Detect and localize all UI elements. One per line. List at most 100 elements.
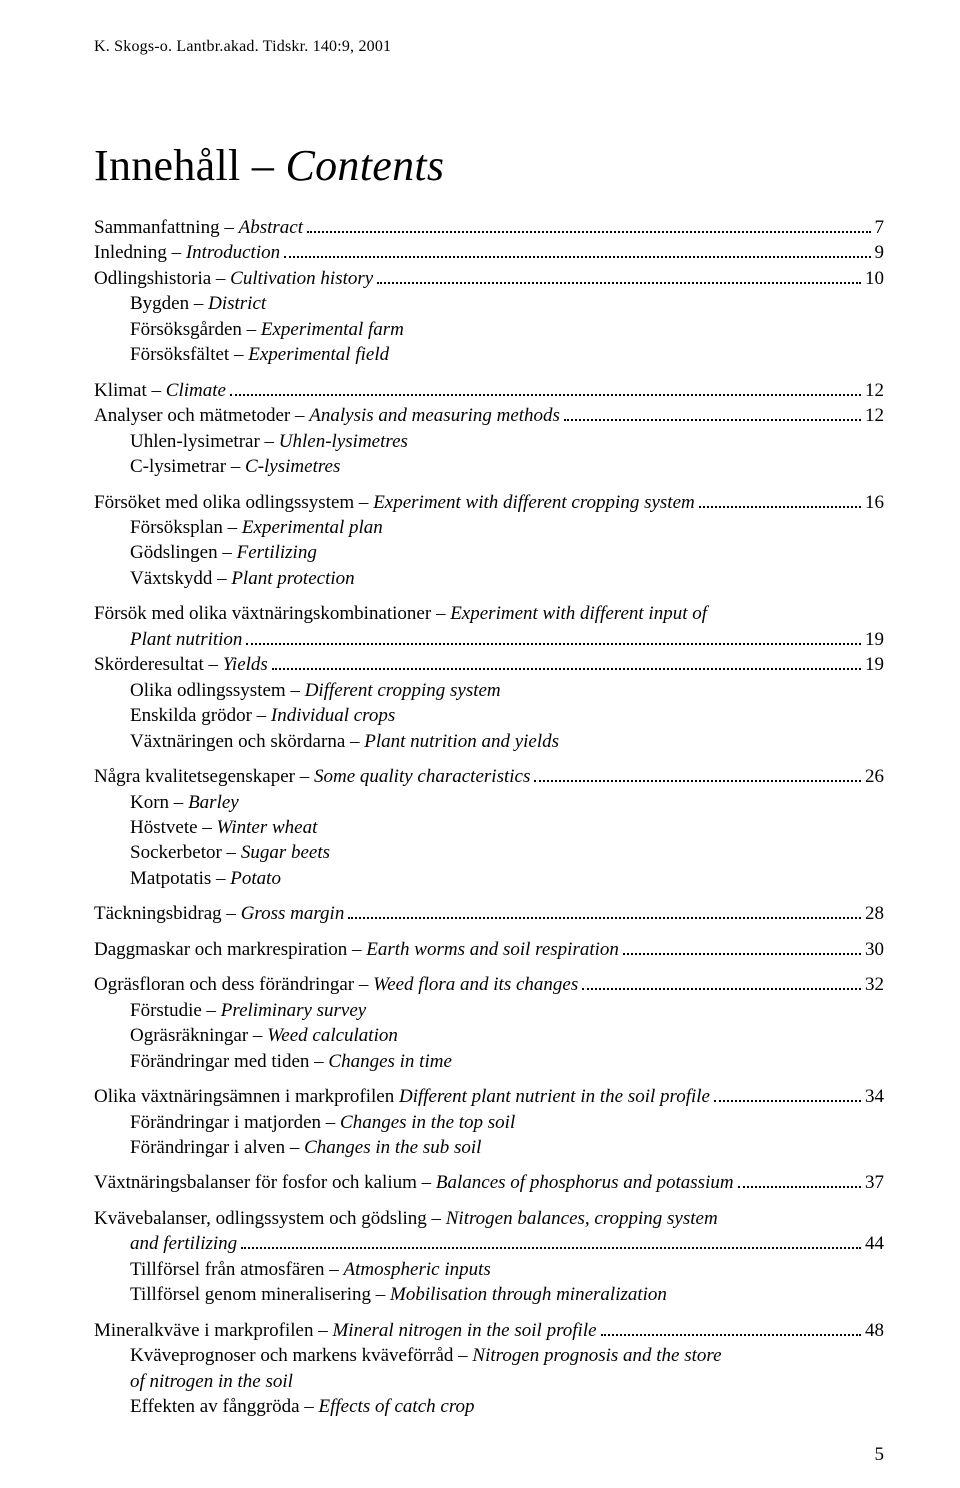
toc-en: Analysis and measuring methods [309, 405, 560, 426]
toc-subentry: Försöksfältet – Experimental field [94, 342, 884, 367]
toc-block: Daggmaskar och markrespiration – Earth w… [94, 937, 884, 962]
toc-sv: Försök med olika växtnäringskombinatione… [94, 603, 450, 624]
toc-sv: Tillförsel genom mineralisering – [130, 1284, 390, 1305]
toc-subentry: Förstudie – Preliminary survey [94, 998, 884, 1023]
toc-page: 28 [865, 901, 884, 926]
toc-sv: Täckningsbidrag – [94, 903, 241, 924]
toc-block: Några kvalitetsegenskaper – Some quality… [94, 764, 884, 891]
toc-sv: Odlingshistoria – [94, 268, 230, 289]
toc-sv: Försöksfältet – [130, 344, 248, 365]
toc-entry-text: Olika växtnäringsämnen i markprofilen Di… [94, 1084, 710, 1109]
toc-page: 12 [865, 378, 884, 403]
toc-entry: Några kvalitetsegenskaper – Some quality… [94, 764, 884, 789]
toc-entry: Täckningsbidrag – Gross margin 28 [94, 901, 884, 926]
table-of-contents: Sammanfattning – Abstract 7Inledning – I… [94, 215, 884, 1419]
toc-entry-text: Försök med olika växtnäringskombinatione… [94, 601, 707, 626]
toc-en: Mineral nitrogen in the soil profile [332, 1320, 596, 1341]
toc-block: Försök med olika växtnäringskombinatione… [94, 601, 884, 754]
toc-subentry: Förändringar i matjorden – Changes in th… [94, 1110, 884, 1135]
toc-en: Changes in the sub soil [304, 1137, 481, 1158]
toc-block: Olika växtnäringsämnen i markprofilen Di… [94, 1084, 884, 1160]
toc-leader-dots [738, 1172, 861, 1188]
toc-en: Gross margin [241, 903, 345, 924]
toc-en: Weed flora and its changes [373, 974, 578, 995]
toc-leader-dots [246, 629, 861, 645]
toc-sv: Växtnäringsbalanser för fosfor och kaliu… [94, 1172, 436, 1193]
toc-subentry: Matpotatis – Potato [94, 866, 884, 891]
toc-leader-dots [284, 242, 870, 258]
toc-sv: Effekten av fånggröda – [130, 1396, 319, 1417]
toc-sv: Förändringar i alven – [130, 1137, 304, 1158]
toc-sv: Förändringar i matjorden – [130, 1112, 340, 1133]
toc-entry-continuation: and fertilizing 44 [94, 1231, 884, 1256]
toc-sv: Tillförsel från atmosfären – [130, 1259, 344, 1280]
toc-subentry: Försöksplan – Experimental plan [94, 515, 884, 540]
toc-entry: Olika växtnäringsämnen i markprofilen Di… [94, 1084, 884, 1109]
toc-entry: Ogräsfloran och dess förändringar – Weed… [94, 972, 884, 997]
toc-sv: Kvävebalanser, odlingssystem och gödslin… [94, 1208, 446, 1229]
toc-subentry: Effekten av fånggröda – Effects of catch… [94, 1394, 884, 1419]
toc-en: Earth worms and soil respiration [366, 939, 619, 960]
toc-sv: Försöksplan – [130, 517, 242, 538]
toc-subentry: Bygden – District [94, 291, 884, 316]
toc-leader-dots [377, 268, 861, 284]
toc-sv: Korn – [130, 792, 188, 813]
toc-subentry: Ogräsräkningar – Weed calculation [94, 1023, 884, 1048]
toc-leader-dots [272, 654, 861, 670]
toc-en: District [208, 293, 266, 314]
toc-sv: Klimat – [94, 380, 166, 401]
toc-block: Sammanfattning – Abstract 7Inledning – I… [94, 215, 884, 368]
toc-entry: Inledning – Introduction 9 [94, 240, 884, 265]
toc-en: Experimental field [248, 344, 389, 365]
toc-sv: Höstvete – [130, 817, 217, 838]
toc-sv: Ogräsräkningar – [130, 1025, 267, 1046]
toc-leader-dots [307, 217, 871, 233]
toc-en: Sugar beets [241, 842, 330, 863]
toc-sv: Daggmaskar och markrespiration – [94, 939, 366, 960]
toc-subentry: Försöksgården – Experimental farm [94, 317, 884, 342]
title-sv: Innehåll – [94, 141, 285, 190]
toc-subentry: Korn – Barley [94, 790, 884, 815]
toc-entry-text: Odlingshistoria – Cultivation history [94, 266, 373, 291]
toc-block: Täckningsbidrag – Gross margin 28 [94, 901, 884, 926]
toc-leader-dots [714, 1086, 861, 1102]
toc-en: Experiment with different input of [450, 603, 707, 624]
toc-entry-text: Mineralkväve i markprofilen – Mineral ni… [94, 1318, 597, 1343]
toc-en: Experimental farm [261, 319, 404, 340]
toc-en: Atmospheric inputs [344, 1259, 491, 1280]
toc-page: 26 [865, 764, 884, 789]
toc-entry: Klimat – Climate 12 [94, 378, 884, 403]
toc-leader-dots [534, 766, 861, 782]
page-title: Innehåll – Contents [94, 140, 884, 191]
toc-sv: Växtnäringen och skördarna – [130, 731, 364, 752]
toc-en: Yields [223, 654, 268, 675]
toc-subentry: of nitrogen in the soil [94, 1369, 884, 1394]
toc-leader-dots [582, 974, 861, 990]
toc-sv: Förstudie – [130, 1000, 221, 1021]
toc-sv: Växtskydd – [130, 568, 231, 589]
toc-subentry: C-lysimetrar – C-lysimetres [94, 454, 884, 479]
toc-en: Some quality characteristics [314, 766, 530, 787]
toc-page: 16 [865, 490, 884, 515]
toc-entry-text: Skörderesultat – Yields [94, 652, 268, 677]
toc-subentry: Enskilda grödor – Individual crops [94, 703, 884, 728]
toc-entry: Växtnäringsbalanser för fosfor och kaliu… [94, 1170, 884, 1195]
toc-en: Weed calculation [267, 1025, 398, 1046]
toc-entry: Kvävebalanser, odlingssystem och gödslin… [94, 1206, 884, 1231]
toc-block: Kvävebalanser, odlingssystem och gödslin… [94, 1206, 884, 1308]
toc-sv: Bygden – [130, 293, 208, 314]
toc-sv: Inledning – [94, 242, 186, 263]
toc-subentry: Kväveprognoser och markens kväveförråd –… [94, 1343, 884, 1368]
toc-leader-dots [601, 1319, 861, 1335]
toc-sv: Förändringar med tiden – [130, 1051, 328, 1072]
toc-entry: Försök med olika växtnäringskombinatione… [94, 601, 884, 626]
toc-sv: Uhlen-lysimetrar – [130, 431, 279, 452]
toc-page: 10 [865, 266, 884, 291]
toc-page: 19 [865, 652, 884, 677]
toc-en: Winter wheat [217, 817, 318, 838]
toc-entry: Sammanfattning – Abstract 7 [94, 215, 884, 240]
toc-en: Experiment with different cropping syste… [373, 492, 695, 513]
toc-sv: Några kvalitetsegenskaper – [94, 766, 314, 787]
toc-entry: Mineralkväve i markprofilen – Mineral ni… [94, 1318, 884, 1343]
toc-entry-text: Ogräsfloran och dess förändringar – Weed… [94, 972, 578, 997]
